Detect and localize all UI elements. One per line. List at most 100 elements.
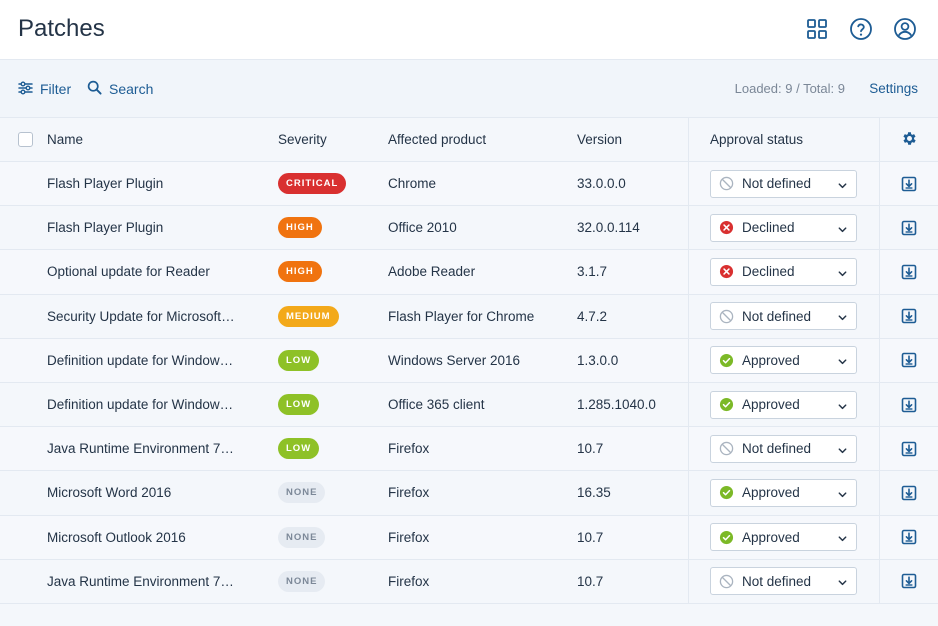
column-settings-gear-icon[interactable] [901,130,918,150]
approval-status-value: Approved [742,352,800,368]
help-icon[interactable] [849,17,873,41]
settings-link[interactable]: Settings [869,81,918,96]
affected-product: Office 365 client [388,397,485,413]
search-button[interactable]: Search [87,80,153,98]
install-download-icon[interactable] [901,264,917,280]
search-icon [87,80,102,98]
column-header-severity[interactable]: Severity [278,132,327,147]
action-cell [879,382,938,427]
install-download-icon[interactable] [901,529,917,545]
column-header-approval[interactable]: Approval status [688,118,880,161]
not-defined-icon [719,309,734,324]
approval-status-select[interactable]: Not defined [710,302,857,331]
table-row[interactable]: Flash Player Plugin HIGH Office 2010 32.0.0… [0,206,938,251]
approval-status-select[interactable]: Approved [710,523,857,552]
patch-name: Microsoft Outlook 2016 [47,529,186,545]
not-defined-icon [719,176,734,191]
patch-name: Security Update for Microsoft… [47,308,235,324]
affected-product: Flash Player for Chrome [388,308,535,324]
approval-cell: Declined [688,250,880,294]
patch-name-cell: Microsoft Outlook 2016 [47,516,257,559]
severity-badge: MEDIUM [278,305,339,327]
version: 1.3.0.0 [577,352,619,368]
approval-status-select[interactable]: Approved [710,390,857,419]
install-download-icon[interactable] [901,485,917,501]
column-settings-cell [879,118,938,161]
approval-status-select[interactable]: Approved [710,478,857,507]
table-row[interactable]: Security Update for Microsoft… MEDIUM Flas… [0,294,938,339]
action-cell [879,471,938,515]
severity-badge: NONE [278,570,326,592]
approval-status-select[interactable]: Declined [710,213,857,242]
approval-status-select[interactable]: Not defined [710,169,857,198]
filter-label: Filter [40,81,72,97]
severity-cell: HIGH [278,250,322,293]
severity-cell: NONE [278,516,326,559]
table-row[interactable]: Definition update for Window… LOW Windows … [0,338,938,383]
install-download-icon[interactable] [901,397,917,413]
approval-status-select[interactable]: Not defined [710,567,857,596]
install-download-icon[interactable] [901,573,917,589]
approval-status-value: Approved [742,485,800,501]
approved-icon [719,485,734,500]
action-cell [879,427,938,471]
patch-name: Java Runtime Environment 7u… [47,573,239,589]
approval-cell: Approved [688,338,880,382]
approval-status-value: Declined [742,220,795,236]
patch-name-cell: Microsoft Word 2016 [47,471,257,514]
approval-status-value: Not defined [742,176,812,192]
approved-icon [719,353,734,368]
patch-name-cell: Definition update for Window… [47,339,257,382]
column-header-version[interactable]: Version [577,132,623,147]
approval-status-select[interactable]: Declined [710,257,857,286]
chevron-down-icon [837,576,848,591]
apps-grid-icon[interactable] [805,17,829,41]
version: 10.7 [577,529,604,545]
severity-badge: LOW [278,349,320,371]
patch-name: Microsoft Word 2016 [47,485,172,501]
table-row[interactable]: Microsoft Outlook 2016 NONE Firefox 10.7 App… [0,515,938,560]
filter-button[interactable]: Filter [18,80,71,98]
action-cell [879,294,938,338]
select-all-checkbox[interactable] [18,132,33,147]
affected-product: Firefox [388,529,430,545]
approval-status-value: Not defined [742,308,812,324]
table-row[interactable]: Java Runtime Environment 7u… LOW Firefox 10… [0,427,938,472]
version: 4.7.2 [577,308,608,324]
column-header-product[interactable]: Affected product [388,132,487,147]
approval-status-select[interactable]: Not defined [710,434,857,463]
severity-badge: NONE [278,526,326,548]
install-download-icon[interactable] [901,176,917,192]
patch-name: Flash Player Plugin [47,220,164,236]
severity-cell: MEDIUM [278,295,339,338]
approval-status-value: Not defined [742,573,812,589]
not-defined-icon [719,574,734,589]
user-account-icon[interactable] [893,17,917,41]
patch-name-cell: Flash Player Plugin [47,162,257,205]
action-cell [879,206,938,250]
version: 3.1.7 [577,264,608,280]
version: 10.7 [577,441,604,457]
install-download-icon[interactable] [901,352,917,368]
table-row[interactable]: Microsoft Word 2016 NONE Firefox 16.35 Appro… [0,471,938,516]
install-download-icon[interactable] [901,220,917,236]
table-header-row: Name Severity Affected product Version A… [0,118,938,162]
chevron-down-icon [837,532,848,547]
install-download-icon[interactable] [901,441,917,457]
approval-cell: Not defined [688,294,880,338]
install-download-icon[interactable] [901,308,917,324]
declined-icon [719,264,734,279]
affected-product: Firefox [388,485,430,501]
chevron-down-icon [837,355,848,370]
action-cell [879,162,938,206]
column-header-name[interactable]: Name [47,132,84,147]
table-row[interactable]: Java Runtime Environment 7u… NONE Firefox 1… [0,559,938,604]
severity-cell: LOW [278,339,320,382]
approval-status-select[interactable]: Approved [710,346,857,375]
table-row[interactable]: Definition update for Window… LOW Office 3… [0,382,938,428]
table-row[interactable]: Flash Player Plugin CRITICAL Chrome 33.0.0.… [0,162,938,207]
table-row[interactable]: Optional update for Reader HIGH Adobe Read… [0,250,938,295]
patch-name-cell: Java Runtime Environment 7u… [47,560,257,603]
chevron-down-icon [837,311,848,326]
patches-table: Name Severity Affected product Version A… [0,118,938,604]
